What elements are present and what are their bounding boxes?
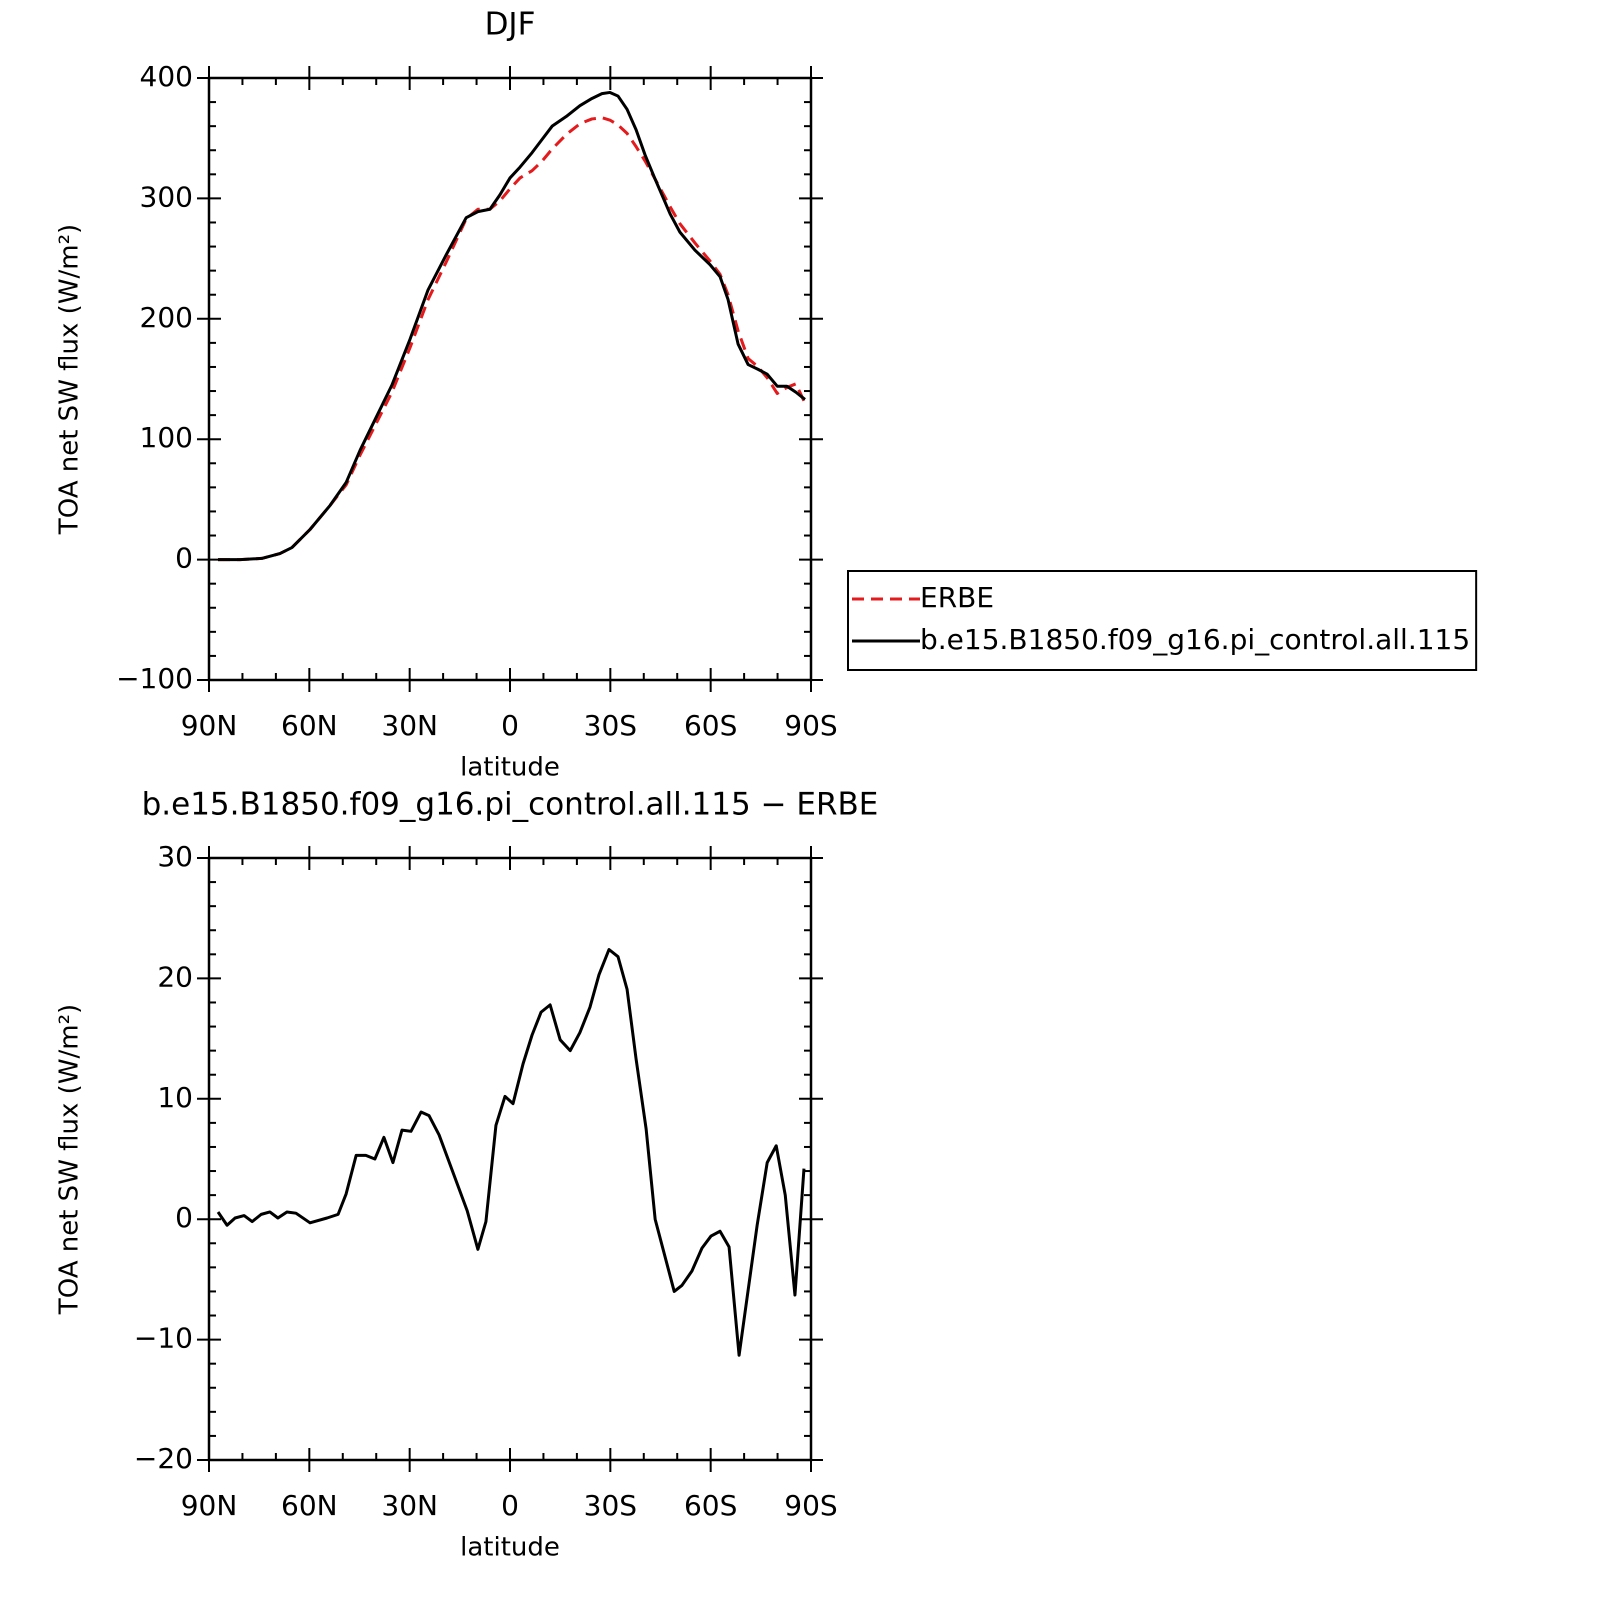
data-line xyxy=(216,948,806,1357)
x-tick-label: 30N xyxy=(381,1489,438,1522)
legend-label: b.e15.B1850.f09_g16.pi_control.all.115 xyxy=(920,623,1470,656)
y-axis-label: TOA net SW flux (W/m²) xyxy=(55,224,85,535)
legend-frame xyxy=(847,570,1478,671)
y-tick-label: 10 xyxy=(157,1081,193,1114)
x-tick-label: 60N xyxy=(281,1489,338,1522)
x-tick-label: 30N xyxy=(381,709,438,742)
chart-title: b.e15.B1850.f09_g16.pi_control.all.115 −… xyxy=(142,787,879,823)
y-tick-label: 0 xyxy=(175,542,193,575)
x-tick-label: 60N xyxy=(281,709,338,742)
x-tick-label: 30S xyxy=(584,1489,637,1522)
y-tick-label: 100 xyxy=(140,421,193,454)
plot-frame xyxy=(207,856,813,1462)
data-line xyxy=(218,90,806,562)
x-tick-label: 90S xyxy=(784,709,837,742)
x-tick-label: 60S xyxy=(684,1489,737,1522)
plot-frame xyxy=(207,76,813,682)
x-tick-label: 30S xyxy=(584,709,637,742)
y-tick-label: 30 xyxy=(157,840,193,873)
legend: ERBE b.e15.B1850.f09_g16.pi_control.all.1… xyxy=(847,570,1478,671)
y-axis-label: TOA net SW flux (W/m²) xyxy=(55,1004,85,1315)
y-tick-label: −20 xyxy=(134,1442,193,1475)
y-tick-label: 0 xyxy=(175,1201,193,1234)
y-tick-label: −10 xyxy=(134,1322,193,1355)
y-tick-label: 20 xyxy=(157,960,193,993)
x-tick-label: 90N xyxy=(181,1489,238,1522)
x-tick-label: 0 xyxy=(501,1489,519,1522)
x-axis-label: latitude xyxy=(460,1533,560,1563)
y-tick-label: 200 xyxy=(140,301,193,334)
data-line xyxy=(218,116,807,562)
y-tick-label: 300 xyxy=(140,180,193,213)
x-axis-label: latitude xyxy=(460,753,560,783)
chart-title: DJF xyxy=(485,7,536,43)
x-tick-label: 60S xyxy=(684,709,737,742)
x-tick-label: 90N xyxy=(181,709,238,742)
x-tick-label: 0 xyxy=(501,709,519,742)
legend-label: ERBE xyxy=(920,581,994,614)
y-tick-label: 400 xyxy=(140,60,193,93)
x-tick-label: 90S xyxy=(784,1489,837,1522)
y-tick-label: −100 xyxy=(116,662,193,695)
